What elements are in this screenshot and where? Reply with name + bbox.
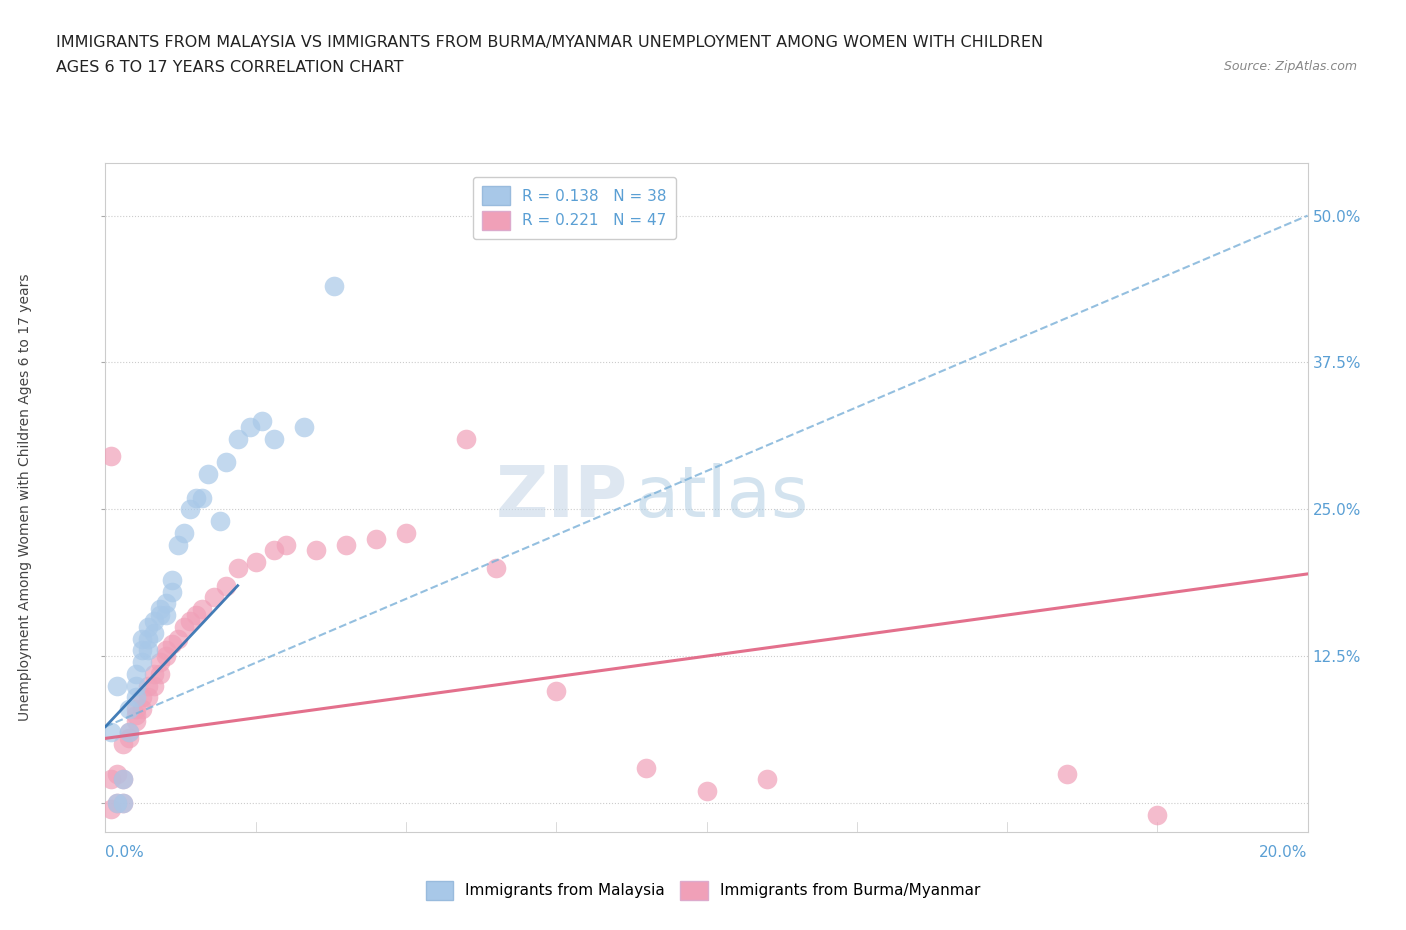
Point bbox=[160, 637, 183, 652]
Point bbox=[118, 701, 141, 716]
Point bbox=[226, 432, 249, 446]
Point bbox=[112, 772, 135, 787]
Point bbox=[263, 432, 285, 446]
Point bbox=[190, 490, 212, 505]
Point bbox=[107, 766, 129, 781]
Point bbox=[142, 625, 165, 640]
Point bbox=[1146, 807, 1168, 822]
Point bbox=[131, 690, 153, 705]
Point bbox=[148, 602, 170, 617]
Point bbox=[136, 631, 159, 646]
Point bbox=[239, 419, 262, 434]
Point bbox=[148, 607, 170, 622]
Point bbox=[755, 772, 778, 787]
Text: ZIP: ZIP bbox=[496, 463, 628, 532]
Point bbox=[131, 655, 153, 670]
Point bbox=[142, 614, 165, 629]
Point bbox=[124, 678, 146, 693]
Point bbox=[546, 684, 568, 698]
Point bbox=[112, 795, 135, 810]
Point bbox=[112, 795, 135, 810]
Point bbox=[142, 666, 165, 681]
Point bbox=[245, 554, 267, 569]
Point bbox=[292, 419, 315, 434]
Text: 20.0%: 20.0% bbox=[1260, 845, 1308, 860]
Point bbox=[136, 643, 159, 658]
Text: IMMIGRANTS FROM MALAYSIA VS IMMIGRANTS FROM BURMA/MYANMAR UNEMPLOYMENT AMONG WOM: IMMIGRANTS FROM MALAYSIA VS IMMIGRANTS F… bbox=[56, 35, 1043, 50]
Point bbox=[124, 701, 146, 716]
Point bbox=[136, 678, 159, 693]
Point bbox=[118, 725, 141, 740]
Point bbox=[112, 737, 135, 751]
Point bbox=[131, 701, 153, 716]
Point bbox=[184, 607, 207, 622]
Legend: Immigrants from Malaysia, Immigrants from Burma/Myanmar: Immigrants from Malaysia, Immigrants fro… bbox=[419, 875, 987, 906]
Legend: R = 0.138   N = 38, R = 0.221   N = 47: R = 0.138 N = 38, R = 0.221 N = 47 bbox=[472, 177, 675, 239]
Point bbox=[173, 619, 195, 634]
Point bbox=[155, 649, 177, 664]
Point bbox=[155, 596, 177, 611]
Point bbox=[118, 731, 141, 746]
Point bbox=[214, 578, 236, 593]
Text: Source: ZipAtlas.com: Source: ZipAtlas.com bbox=[1223, 60, 1357, 73]
Point bbox=[136, 690, 159, 705]
Point bbox=[155, 643, 177, 658]
Point bbox=[148, 655, 170, 670]
Point bbox=[485, 561, 508, 576]
Point bbox=[118, 725, 141, 740]
Point bbox=[142, 678, 165, 693]
Point bbox=[124, 666, 146, 681]
Point bbox=[274, 538, 297, 552]
Point bbox=[208, 513, 231, 528]
Point bbox=[202, 590, 225, 604]
Point bbox=[1056, 766, 1078, 781]
Point bbox=[179, 502, 201, 517]
Point bbox=[696, 784, 718, 799]
Point bbox=[124, 708, 146, 723]
Point bbox=[131, 631, 153, 646]
Text: Unemployment Among Women with Children Ages 6 to 17 years: Unemployment Among Women with Children A… bbox=[18, 273, 32, 722]
Point bbox=[160, 572, 183, 587]
Point bbox=[197, 467, 219, 482]
Point bbox=[322, 279, 344, 294]
Point bbox=[166, 631, 188, 646]
Text: 0.0%: 0.0% bbox=[105, 845, 145, 860]
Point bbox=[214, 455, 236, 470]
Point bbox=[226, 561, 249, 576]
Point bbox=[107, 678, 129, 693]
Point bbox=[636, 761, 658, 776]
Point bbox=[160, 584, 183, 599]
Point bbox=[250, 414, 273, 429]
Text: atlas: atlas bbox=[634, 463, 808, 532]
Point bbox=[100, 725, 122, 740]
Point bbox=[335, 538, 357, 552]
Point bbox=[107, 795, 129, 810]
Point bbox=[100, 772, 122, 787]
Point bbox=[112, 772, 135, 787]
Text: AGES 6 TO 17 YEARS CORRELATION CHART: AGES 6 TO 17 YEARS CORRELATION CHART bbox=[56, 60, 404, 74]
Point bbox=[155, 607, 177, 622]
Point bbox=[124, 713, 146, 728]
Point bbox=[131, 643, 153, 658]
Point bbox=[454, 432, 477, 446]
Point bbox=[136, 619, 159, 634]
Point bbox=[100, 449, 122, 464]
Point bbox=[263, 543, 285, 558]
Point bbox=[184, 490, 207, 505]
Point bbox=[107, 795, 129, 810]
Point bbox=[148, 666, 170, 681]
Point bbox=[166, 538, 188, 552]
Point bbox=[190, 602, 212, 617]
Point bbox=[305, 543, 328, 558]
Point bbox=[364, 531, 387, 546]
Point bbox=[179, 614, 201, 629]
Point bbox=[100, 802, 122, 817]
Point bbox=[395, 525, 418, 540]
Point bbox=[173, 525, 195, 540]
Point bbox=[124, 690, 146, 705]
